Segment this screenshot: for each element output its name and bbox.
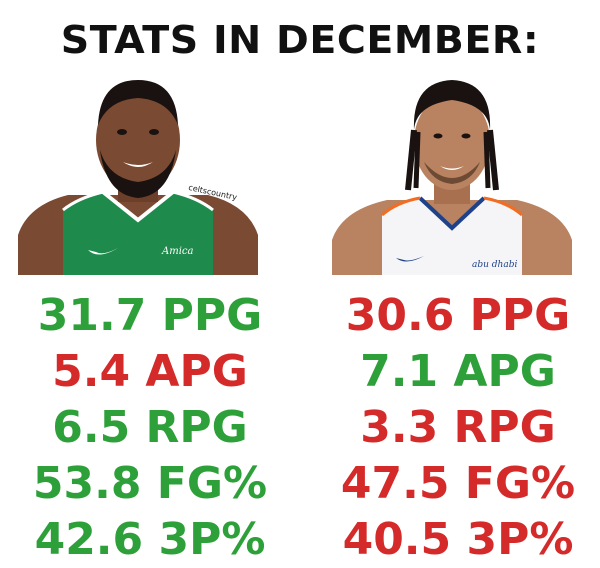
right-stat-fg: 47.5 FG% — [340, 458, 576, 509]
left-stat-rpg: 6.5 RPG — [52, 402, 248, 453]
left-stat-fg: 53.8 FG% — [32, 458, 268, 509]
left-player-stats: 31.7 PPG 5.4 APG 6.5 RPG 53.8 FG% 42.6 3… — [10, 288, 290, 568]
left-stat-ppg: 31.7 PPG — [37, 290, 263, 341]
page-title: STATS IN DECEMBER: — [60, 18, 540, 62]
right-player-photo: abu dhabi — [332, 70, 572, 275]
right-jersey-sponsor: abu dhabi — [472, 260, 518, 270]
left-stat-3p: 42.6 3P% — [34, 514, 266, 565]
left-player-photo: celtscountry Amica — [18, 70, 258, 275]
right-stat-apg: 7.1 APG — [360, 346, 556, 397]
right-stat-3p: 40.5 3P% — [342, 514, 574, 565]
right-stat-rpg: 3.3 RPG — [360, 402, 556, 453]
right-stat-ppg: 30.6 PPG — [345, 290, 571, 341]
left-stat-apg: 5.4 APG — [52, 346, 248, 397]
right-player-stats: 30.6 PPG 7.1 APG 3.3 RPG 47.5 FG% 40.5 3… — [318, 288, 598, 568]
left-jersey-sponsor: Amica — [162, 246, 194, 257]
